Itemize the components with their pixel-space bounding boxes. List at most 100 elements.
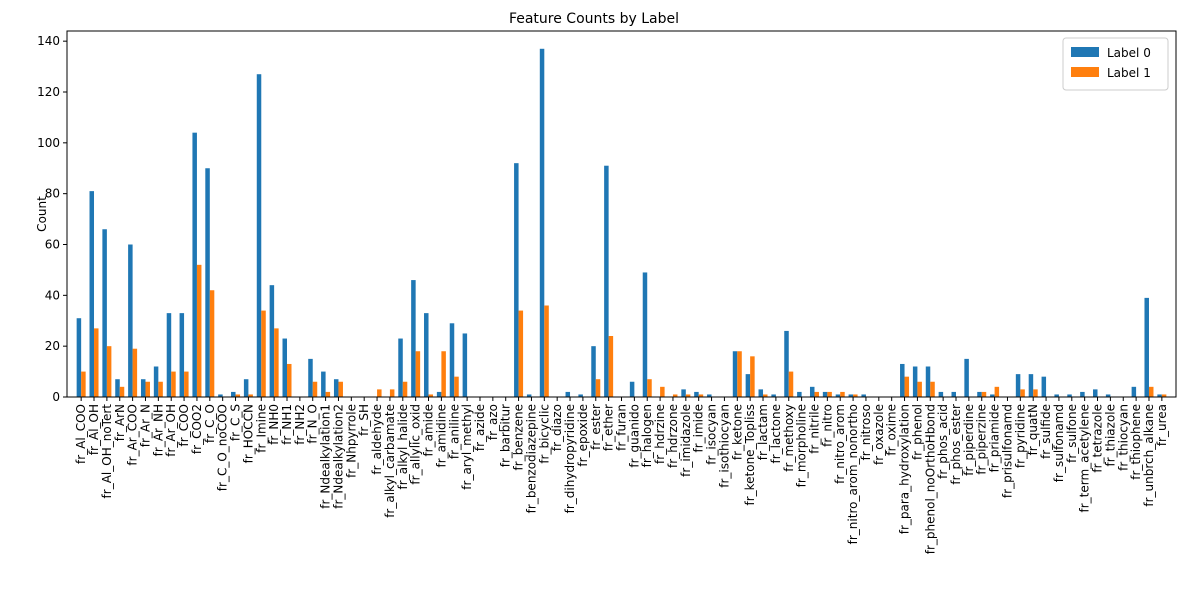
x-tick-label: fr_Al_OH: [87, 404, 101, 455]
bar-label1: [698, 394, 704, 397]
bar-label1: [428, 394, 434, 397]
bar-label1: [287, 363, 292, 397]
x-tick-label: fr_guanido: [627, 404, 641, 468]
x-tick-label: fr_tetrazole: [1091, 404, 1105, 473]
bar-label0: [578, 394, 583, 397]
bar-label1: [248, 394, 253, 397]
bar-label1: [1161, 394, 1167, 397]
bar-label1: [750, 356, 755, 397]
x-tick-label: fr_nitro_arom: [833, 404, 847, 484]
bar-label1: [261, 310, 266, 397]
x-tick-label: fr_C_O: [203, 404, 217, 443]
bar-label0: [1093, 389, 1098, 398]
bar-label0: [231, 391, 236, 397]
bar-label0: [642, 272, 648, 397]
x-tick-label: fr_methoxy: [782, 404, 796, 472]
bar-label1: [145, 381, 150, 397]
bar-label0: [115, 379, 120, 397]
x-tick-label: fr_ArN: [113, 404, 127, 441]
x-tick-label: fr_N_O: [306, 404, 320, 444]
bar-label1: [274, 328, 279, 398]
x-tick-label: fr_SH: [357, 404, 371, 436]
bar-label1: [454, 376, 459, 397]
x-tick-label: fr_NH0: [267, 404, 281, 445]
x-tick-label: fr_benzodiazepine: [524, 404, 538, 513]
x-tick-label: fr_amidine: [434, 404, 448, 467]
x-tick-label: fr_unbrch_alkane: [1142, 404, 1156, 507]
bar-label0: [565, 391, 571, 397]
x-tick-label: fr_oxazole: [872, 404, 886, 465]
bar-label0: [604, 165, 609, 397]
x-tick-label: fr_C_O_noCOO: [216, 404, 230, 491]
x-tick-label: fr_C_S: [229, 404, 243, 441]
bar-label1: [209, 290, 215, 397]
x-tick-label: fr_imidazole: [679, 404, 693, 477]
bar-label0: [308, 358, 313, 398]
x-tick-label: fr_Ndealkylation2: [331, 404, 345, 509]
legend-entry: Label 1: [1107, 66, 1151, 80]
x-tick-label: fr_epoxide: [576, 404, 590, 467]
x-tick-label: fr_morpholine: [795, 404, 809, 487]
x-tick-label: fr_halogen: [640, 404, 654, 467]
x-tick-label: fr_isocyan: [705, 404, 719, 465]
bar-label0: [848, 394, 854, 397]
bar-label1: [106, 346, 112, 397]
bar-label1: [608, 336, 614, 397]
x-tick-label: fr_Ndealkylation1: [319, 404, 333, 509]
x-tick-label: fr_nitro_arom_nonortho: [846, 404, 860, 544]
bar-label0: [539, 48, 545, 397]
bar-label0: [1054, 394, 1059, 397]
bar-label0: [732, 351, 738, 397]
x-tick-label: fr_ether: [602, 404, 616, 451]
y-tick-label: 60: [45, 238, 60, 252]
x-tick-label: fr_lactone: [769, 404, 783, 463]
bar-label1: [737, 351, 742, 397]
bar-label0: [591, 346, 596, 397]
y-tick-label: 100: [37, 136, 60, 150]
y-axis: 0 20 40 60 80 100 120 140: [37, 34, 67, 404]
bar-label1: [389, 389, 395, 398]
y-axis-title: Count: [35, 196, 49, 232]
bar-label1: [415, 351, 421, 397]
bar-label0: [797, 391, 802, 397]
x-tick-label: fr_phos_acid: [936, 404, 950, 479]
y-tick-label: 20: [45, 339, 60, 353]
bar-label0: [128, 244, 133, 397]
bar-label1: [544, 305, 549, 397]
bar-label0: [900, 363, 905, 397]
bar-label0: [256, 74, 262, 398]
x-tick-label: fr_Imine: [254, 404, 268, 453]
legend-entry: Label 0: [1107, 46, 1151, 60]
bar-label1: [853, 394, 858, 397]
bar-label0: [462, 333, 468, 397]
bars-layer: [76, 48, 1167, 398]
bar-label1: [312, 381, 318, 397]
x-tick-label: fr_hdrzone: [666, 404, 680, 468]
x-tick-label: fr_Al_OH_noTert: [100, 404, 114, 499]
bar-label0: [514, 163, 519, 397]
bar-label1: [672, 394, 678, 397]
bar-label0: [411, 280, 416, 397]
bar-label1: [595, 379, 601, 397]
x-tick-label: fr_aryl_methyl: [460, 404, 474, 490]
bar-label0: [153, 366, 159, 397]
x-tick-label: fr_aniline: [447, 404, 461, 459]
x-tick-label: fr_quatN: [1026, 404, 1040, 455]
y-tick-label: 140: [37, 34, 60, 48]
bar-label0: [424, 313, 429, 398]
x-tick-label: fr_lactam: [756, 404, 770, 460]
bar-label0: [398, 338, 403, 397]
x-tick-label: fr_bicyclic: [537, 404, 551, 464]
bar-label1: [402, 381, 408, 397]
bar-label0: [1144, 297, 1149, 398]
bar-label1: [685, 394, 691, 397]
bar-label0: [629, 381, 635, 397]
y-tick-label: 80: [45, 187, 60, 201]
bar-label0: [166, 313, 172, 398]
bar-label1: [788, 371, 794, 397]
x-tick-label: fr_phenol_noOrthoHbond: [923, 404, 937, 554]
bar-label0: [938, 391, 944, 397]
bar-label0: [1080, 391, 1085, 397]
bar-label0: [1067, 394, 1072, 397]
